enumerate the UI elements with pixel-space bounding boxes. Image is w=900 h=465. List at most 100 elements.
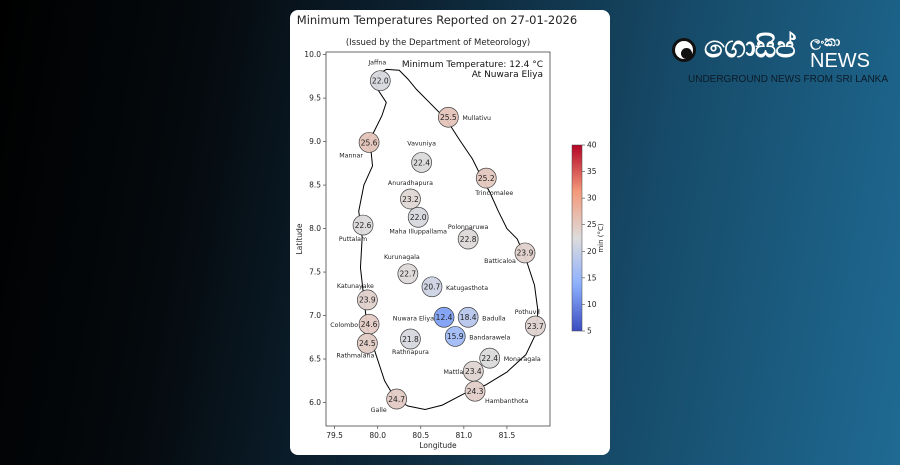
station-circle xyxy=(444,326,466,347)
station-value: 23.4 xyxy=(465,367,482,376)
station-circle xyxy=(437,106,459,128)
station-value: 23.9 xyxy=(517,249,534,258)
x-tick-label: 80.0 xyxy=(369,431,386,440)
station-circle xyxy=(357,289,378,311)
station-marker: 22.0 Jaffna xyxy=(367,60,391,92)
station-value: 22.0 xyxy=(372,77,389,86)
station-circle xyxy=(400,188,421,210)
station-value: 12.4 xyxy=(436,313,453,322)
station-name: Jaffna xyxy=(367,60,386,67)
y-tick-label: 6.0 xyxy=(309,398,321,407)
colorbar-tick-label: 25 xyxy=(587,220,597,229)
chart-title: Minimum Temperatures Reported on 27-01-2… xyxy=(297,13,577,27)
colorbar xyxy=(571,144,583,332)
x-tick-label: 81.0 xyxy=(455,431,472,440)
station-circle xyxy=(352,214,374,236)
station-marker: 20.7 Katugasthota xyxy=(421,276,488,298)
station-name: Trincomalee xyxy=(474,190,513,197)
station-marker: 15.9 Bandarawela xyxy=(444,326,510,347)
station-marker: 22.6 Puttalam xyxy=(339,214,374,243)
y-tick-label: 8.5 xyxy=(309,181,321,190)
station-value: 21.8 xyxy=(402,335,419,344)
station-name: Galle xyxy=(371,407,387,414)
colorbar-tick-label: 35 xyxy=(587,167,597,176)
station-marker: 22.4 Vavuniya xyxy=(407,140,436,173)
station-name: Rathmalana xyxy=(336,352,374,359)
annotation-location: At Nuwara Eliya xyxy=(472,70,543,80)
station-value: 22.4 xyxy=(413,158,430,167)
station-name: Mannar xyxy=(339,152,363,159)
station-value: 18.4 xyxy=(460,313,477,322)
station-circle xyxy=(411,152,432,173)
station-value: 22.6 xyxy=(355,221,372,230)
station-name: Hambanthota xyxy=(485,398,528,405)
colorbar-tick-label: 15 xyxy=(587,273,597,282)
station-value: 25.6 xyxy=(361,138,378,147)
y-tick-label: 6.5 xyxy=(309,355,321,364)
station-name: Colombo xyxy=(330,322,358,329)
plot-frame xyxy=(325,51,551,427)
colorbar-tick-label: 20 xyxy=(587,247,597,256)
station-value: 23.7 xyxy=(527,322,544,331)
station-circle xyxy=(475,167,497,189)
station-circle xyxy=(400,328,421,350)
y-tick-label: 9.0 xyxy=(309,137,321,146)
y-tick-label: 7.5 xyxy=(309,268,321,277)
station-circle xyxy=(479,347,501,369)
x-tick-label: 80.5 xyxy=(412,431,429,440)
station-value: 20.7 xyxy=(424,283,441,292)
station-value: 24.6 xyxy=(361,320,378,329)
y-tick-label: 9.5 xyxy=(309,94,321,103)
y-tick-label: 8.0 xyxy=(309,224,321,233)
station-name: Nuwara Eliya xyxy=(393,315,434,322)
x-tick-label: 79.5 xyxy=(326,431,343,440)
eye-icon xyxy=(672,38,696,62)
y-tick-label: 7.0 xyxy=(309,311,321,320)
y-axis-label: Latitude xyxy=(295,223,304,254)
station-circle xyxy=(514,242,536,264)
station-circle xyxy=(433,306,455,328)
station-value: 25.2 xyxy=(478,174,495,183)
logo-main-text: ගොසිප් xyxy=(704,30,796,65)
station-marker: 22.8 Polonnaruwa xyxy=(448,224,489,250)
station-circle xyxy=(525,315,546,337)
site-logo: ගොසිප් ලංකා NEWS UNDERGROUND NEWS FROM S… xyxy=(672,30,888,90)
station-name: Vavuniya xyxy=(407,140,436,147)
station-marker: 25.6 Mannar xyxy=(339,132,380,159)
station-value: 22.4 xyxy=(481,354,498,363)
station-value: 24.5 xyxy=(359,339,376,348)
station-marker: 23.7 Pothuvil xyxy=(515,309,546,337)
station-name: Mullativu xyxy=(462,115,491,122)
station-marker: 22.0 Maha Illuppallama xyxy=(389,206,447,235)
station-name: Anuradhapura xyxy=(388,180,433,187)
station-marker: 24.5 Rathmalana xyxy=(336,333,378,359)
colorbar-label: min (°C) xyxy=(597,223,605,253)
station-name: Mattla xyxy=(443,369,463,376)
station-name: Maha Illuppallama xyxy=(389,228,447,235)
station-name: Puttalam xyxy=(339,236,367,243)
station-value: 23.9 xyxy=(359,296,376,305)
station-marker: 25.5 Mullativu xyxy=(437,106,491,128)
station-circle xyxy=(397,263,419,285)
x-tick-label: 81.5 xyxy=(499,431,516,440)
station-name: Katugasthota xyxy=(446,285,488,292)
chart-card xyxy=(290,10,610,455)
station-circle xyxy=(358,132,380,153)
station-circle xyxy=(421,276,443,298)
station-name: Katunayake xyxy=(337,283,374,290)
station-marker: 22.4 Monaragala xyxy=(479,347,541,369)
colorbar-tick-label: 30 xyxy=(587,194,597,203)
station-value: 25.5 xyxy=(440,113,457,122)
station-value: 23.2 xyxy=(402,195,419,204)
station-marker: 23.2 Anuradhapura xyxy=(388,180,433,210)
station-name: Monaragala xyxy=(504,356,541,363)
station-value: 22.7 xyxy=(399,270,416,279)
station-name: Kurunagala xyxy=(384,254,420,261)
station-circle xyxy=(369,70,391,92)
